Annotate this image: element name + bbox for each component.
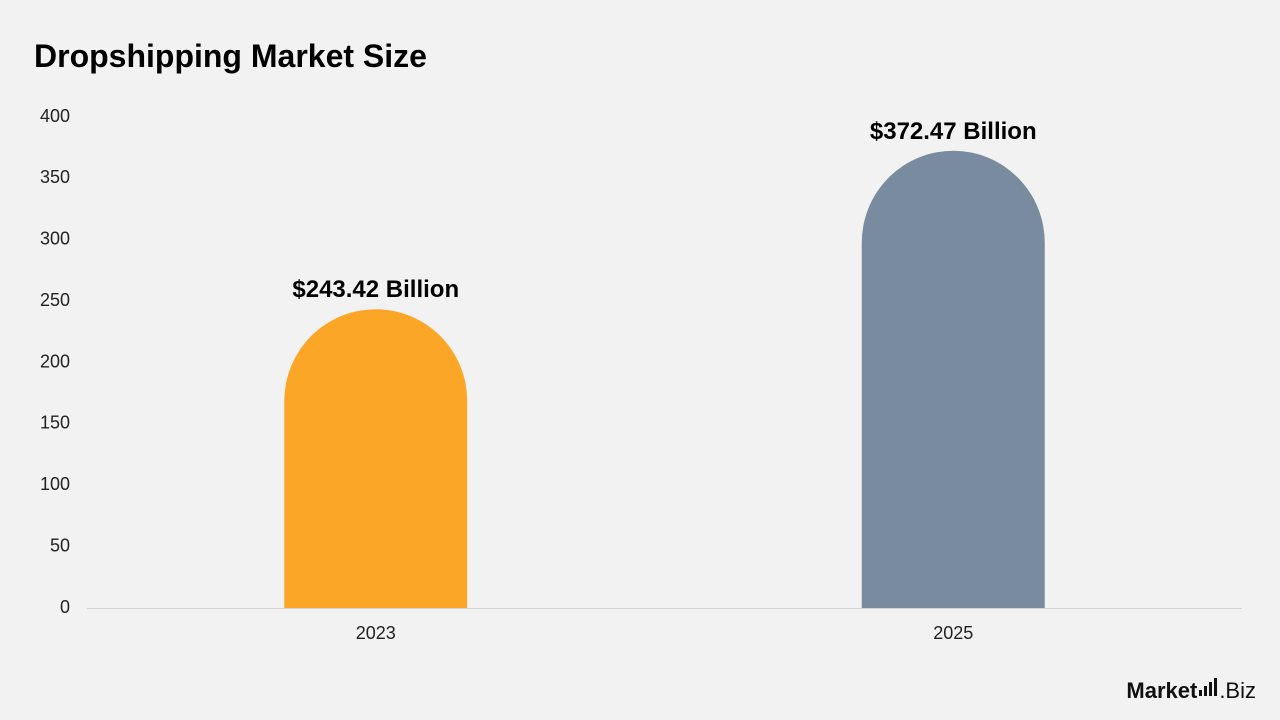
- brand-suffix: .Biz: [1219, 678, 1256, 703]
- y-tick-label: 50: [50, 535, 70, 555]
- y-axis-ticks: 0 50 100 150 200 250 300 350 400: [40, 106, 70, 617]
- bar: [861, 150, 1045, 608]
- y-tick-label: 350: [40, 167, 70, 187]
- y-tick-label: 100: [40, 474, 70, 494]
- y-tick-label: 400: [40, 106, 70, 126]
- x-tick-label: 2023: [356, 623, 396, 643]
- x-axis-ticks: 2023 2025: [356, 623, 974, 643]
- bar: [284, 309, 468, 608]
- data-label: $243.42 Billion: [292, 276, 459, 303]
- brand-bars-icon: [1199, 678, 1218, 696]
- data-label: $372.47 Billion: [870, 118, 1037, 145]
- y-tick-label: 0: [60, 597, 70, 617]
- brand-name: Market: [1126, 678, 1198, 703]
- chart-title: Dropshipping Market Size: [34, 38, 427, 74]
- brand-logo: Market .Biz: [1126, 678, 1256, 704]
- y-tick-label: 250: [40, 290, 70, 310]
- y-tick-label: 150: [40, 413, 70, 433]
- x-tick-label: 2025: [933, 623, 973, 643]
- bars-group: [284, 150, 1045, 608]
- y-tick-label: 300: [40, 229, 70, 249]
- y-tick-label: 200: [40, 351, 70, 371]
- data-labels-group: $243.42 Billion $372.47 Billion: [292, 118, 1036, 303]
